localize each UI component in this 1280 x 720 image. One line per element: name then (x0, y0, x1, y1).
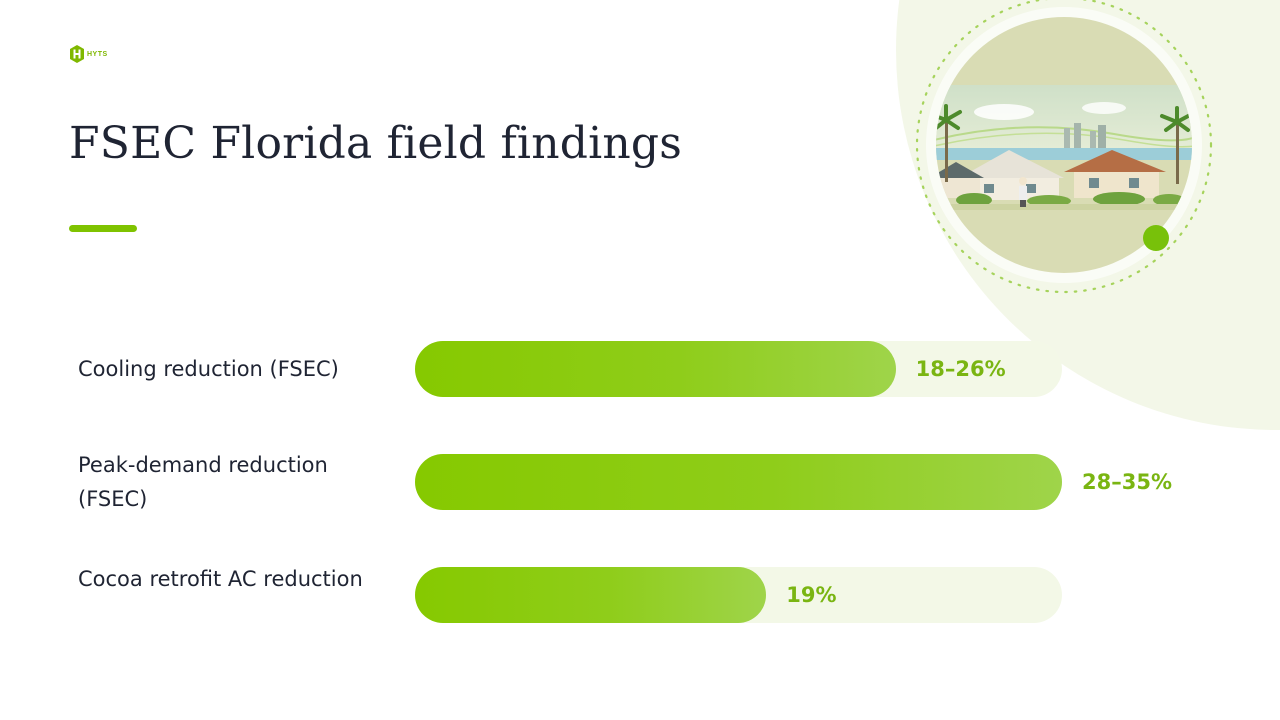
florida-homes-illustration (914, 0, 1214, 300)
category-label: Cocoa retrofit AC reduction (78, 567, 363, 591)
category-label: Peak-demand reduction (FSEC) (78, 453, 328, 511)
bar-track (415, 341, 1062, 397)
bar (415, 341, 896, 397)
bar-track (415, 567, 1062, 623)
value-label: 18–26% (915, 357, 1006, 381)
value-label: 28–35% (1082, 470, 1172, 494)
bar (415, 567, 767, 623)
logo-mark-icon (70, 45, 84, 63)
logo: HYTS (70, 45, 108, 63)
dotted-ring (915, 0, 1213, 294)
bar (415, 454, 1062, 510)
title-accent-bar (69, 225, 137, 232)
slide-title: FSEC Florida field findings (69, 118, 683, 169)
accent-dot (1143, 225, 1169, 251)
bar-track (415, 454, 1062, 510)
logo-text: HYTS (87, 50, 108, 58)
value-label: 19% (786, 583, 837, 607)
category-label: Cooling reduction (FSEC) (78, 357, 339, 381)
